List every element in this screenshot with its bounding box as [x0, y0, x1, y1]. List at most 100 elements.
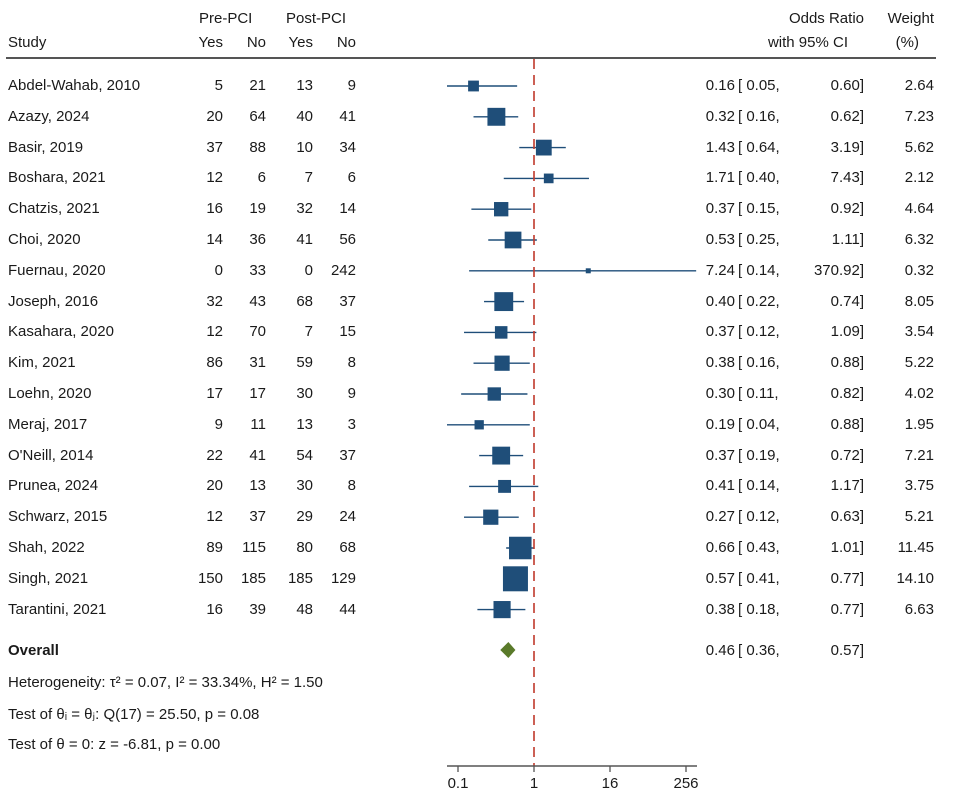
study-name: Azazy, 2024 — [8, 107, 90, 125]
weight-value: 7.23 — [904, 107, 934, 125]
weight-value: 11.45 — [897, 539, 934, 556]
x-axis-tick-label: 1 — [530, 775, 538, 792]
pre-no-value: 33 — [249, 261, 266, 279]
pre-no-value: 37 — [249, 508, 266, 526]
odds-ratio-value: 0.37 — [705, 200, 735, 218]
study-name: Kim, 2021 — [8, 354, 76, 372]
pre-yes-value: 5 — [214, 77, 223, 94]
post-no-value: 8 — [347, 354, 356, 372]
ci-high-value: 0.74] — [830, 292, 864, 310]
ci-high-value: 3.19] — [830, 138, 864, 156]
header-pre-yes: Yes — [198, 34, 223, 51]
pre-no-value: 64 — [249, 107, 266, 125]
post-yes-value: 10 — [296, 138, 313, 156]
ci-high-value: 0.72] — [830, 446, 864, 464]
odds-ratio-value: 0.41 — [705, 477, 735, 495]
weight-value: 8.05 — [904, 292, 934, 310]
header-post-pci: Post-PCI — [286, 10, 346, 27]
study-name: Kasahara, 2020 — [8, 323, 114, 341]
pre-no-value: 70 — [249, 323, 266, 341]
post-yes-value: 54 — [296, 446, 313, 464]
pre-no-value: 13 — [249, 477, 266, 495]
study-marker — [493, 601, 511, 619]
weight-value: 3.75 — [904, 477, 934, 495]
post-no-value: 34 — [339, 138, 356, 156]
ci-high-value: 0.82] — [830, 385, 864, 402]
post-yes-value: 0 — [304, 261, 313, 279]
post-no-value: 14 — [339, 200, 356, 218]
study-marker — [543, 173, 554, 184]
post-yes-value: 7 — [304, 323, 313, 341]
pre-yes-value: 32 — [206, 292, 223, 310]
pre-no-value: 39 — [249, 600, 266, 618]
study-marker — [502, 566, 528, 592]
odds-ratio-value: 0.16 — [705, 77, 735, 94]
x-axis-tick-label: 16 — [602, 775, 619, 792]
ci-high-value: 0.60] — [830, 77, 864, 94]
odds-ratio-value: 0.66 — [705, 539, 735, 556]
odds-ratio-value: 1.43 — [705, 138, 735, 156]
pre-yes-value: 12 — [206, 508, 223, 526]
study-marker — [492, 446, 511, 465]
test-zero-note: Test of θ = 0: z = -6.81, p = 0.00 — [8, 736, 221, 753]
ci-low-value: [ 0.14, — [738, 261, 780, 279]
pre-yes-value: 12 — [206, 169, 223, 187]
post-yes-value: 40 — [296, 107, 313, 125]
ci-high-value: 1.17] — [830, 477, 864, 495]
ci-high-value: 0.88] — [830, 354, 864, 372]
odds-ratio-value: 0.32 — [705, 107, 735, 125]
ci-high-value: 1.11] — [831, 231, 864, 248]
post-yes-value: 68 — [296, 292, 313, 310]
pre-yes-value: 17 — [206, 385, 223, 402]
odds-ratio-value: 0.57 — [705, 569, 735, 587]
pre-yes-value: 14 — [206, 231, 223, 248]
post-no-value: 44 — [339, 600, 356, 618]
post-no-value: 56 — [339, 231, 356, 248]
ci-low-value: [ 0.12, — [738, 508, 780, 526]
pre-yes-value: 86 — [206, 354, 223, 372]
weight-value: 7.21 — [904, 446, 934, 464]
study-marker — [504, 231, 522, 249]
odds-ratio-value: 1.71 — [705, 169, 735, 187]
weight-value: 4.02 — [904, 385, 934, 402]
pre-no-value: 115 — [242, 539, 266, 556]
ci-low-value: [ 0.12, — [738, 323, 780, 341]
post-yes-value: 41 — [296, 231, 313, 248]
header-study: Study — [8, 34, 47, 51]
study-marker — [498, 479, 512, 493]
header-pre-pci-label: Pre-PCI — [199, 10, 253, 27]
post-no-value: 24 — [339, 508, 356, 526]
study-name: Boshara, 2021 — [8, 169, 106, 187]
odds-ratio-value: 0.27 — [705, 508, 735, 526]
pre-no-value: 11 — [250, 415, 266, 433]
weight-value: 5.22 — [904, 354, 934, 372]
weight-value: 5.21 — [904, 508, 934, 526]
ci-low-value: [ 0.04, — [738, 415, 780, 433]
pre-no-value: 43 — [249, 292, 266, 310]
pre-yes-value: 20 — [206, 107, 223, 125]
weight-value: 6.32 — [904, 231, 934, 248]
pre-no-value: 21 — [249, 77, 266, 94]
pre-no-value: 185 — [240, 569, 266, 587]
pre-yes-value: 16 — [206, 600, 223, 618]
post-yes-value: 13 — [296, 415, 313, 433]
weight-value: 1.95 — [904, 415, 934, 433]
pre-yes-value: 22 — [206, 446, 223, 464]
pre-no-value: 31 — [249, 354, 266, 372]
study-name: Meraj, 2017 — [8, 415, 88, 433]
odds-ratio-value: 0.37 — [705, 446, 735, 464]
overall-ci-low: [ 0.36, — [738, 642, 780, 659]
study-name: Prunea, 2024 — [8, 477, 99, 495]
pre-yes-value: 9 — [214, 415, 223, 433]
test-equality-note: Test of θᵢ = θⱼ: Q(17) = 25.50, p = 0.08 — [8, 706, 260, 723]
ci-low-value: [ 0.41, — [738, 569, 780, 587]
post-no-value: 68 — [339, 539, 356, 556]
overall-label: Overall — [8, 642, 59, 659]
header-post-pci-label: Post-PCI — [286, 10, 347, 27]
ci-high-value: 0.62] — [830, 107, 864, 125]
ci-low-value: [ 0.64, — [738, 138, 780, 156]
pre-no-value: 19 — [249, 200, 266, 218]
study-name: Schwarz, 2015 — [8, 508, 108, 526]
study-name: Choi, 2020 — [8, 231, 81, 248]
